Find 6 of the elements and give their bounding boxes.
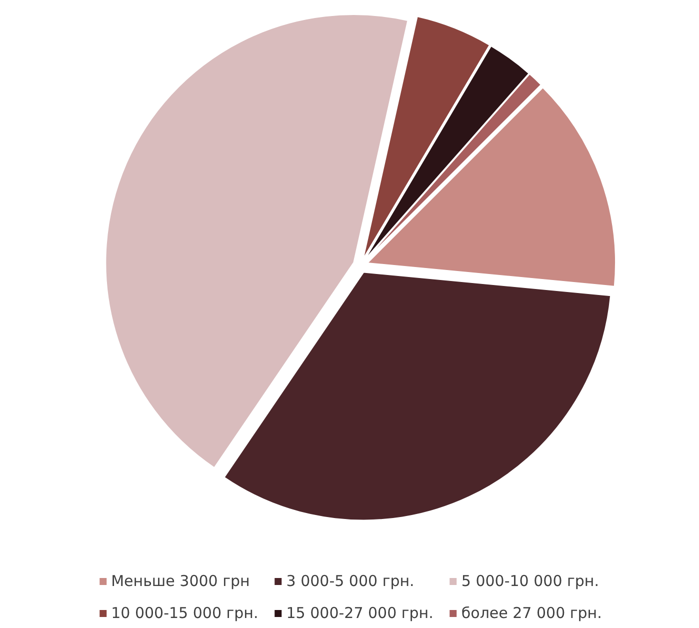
- legend-label: Меньше 3000 грн: [111, 572, 250, 590]
- legend-label: 10 000-15 000 грн.: [111, 604, 258, 622]
- legend-label: 3 000-5 000 грн.: [286, 572, 414, 590]
- legend-label: более 27 000 грн.: [461, 604, 602, 622]
- legend-label: 5 000-10 000 грн.: [461, 572, 599, 590]
- legend-label: 15 000-27 000 грн.: [286, 604, 434, 622]
